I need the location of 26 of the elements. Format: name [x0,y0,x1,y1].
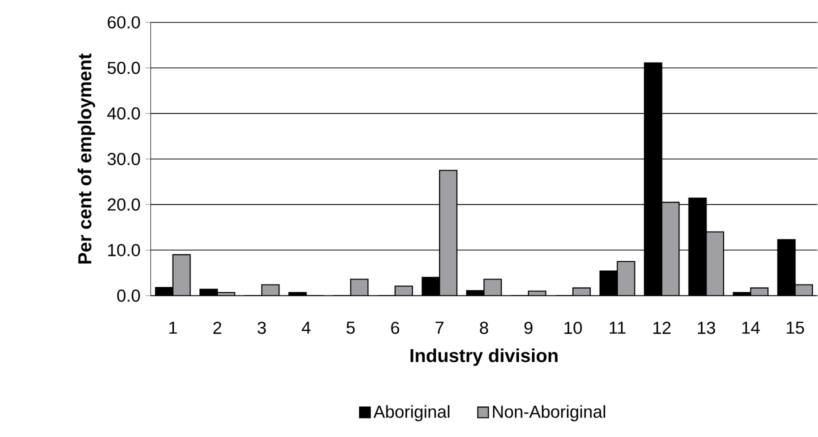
x-tick-label: 5 [346,322,355,334]
x-tick-label: 15 [786,322,804,334]
legend-label: Aboriginal [374,405,450,422]
y-tick-label: 30.0 [108,152,140,166]
x-tick-label: 4 [302,322,311,334]
y-tick-label: 60.0 [108,16,140,28]
y-tick-label: 20.0 [108,198,140,211]
x-tick-label: 1 [169,322,177,334]
y-tick-label: 40.0 [107,107,140,120]
legend-label: Non-Aboriginal [493,405,606,422]
y-axis-title: Per cent of employment [78,53,96,264]
x-tick-label: 2 [213,322,222,334]
y-tick-label: 10.0 [108,244,140,256]
y-tick-label: 50.0 [108,62,140,74]
x-tick-label: 8 [480,322,488,334]
x-tick-label: 12 [653,322,671,334]
x-tick-label: 14 [742,322,760,334]
x-tick-label: 7 [436,322,444,334]
x-tick-label: 10 [564,322,582,334]
x-tick-label: 3 [258,322,266,334]
x-tick-label: 6 [391,322,400,334]
x-tick-label: 11 [610,322,626,334]
y-tick-label: 0.0 [117,290,140,302]
x-tick-label: 13 [698,322,716,334]
x-tick-label: 9 [524,322,532,334]
x-axis-title: Industry division [410,348,558,366]
